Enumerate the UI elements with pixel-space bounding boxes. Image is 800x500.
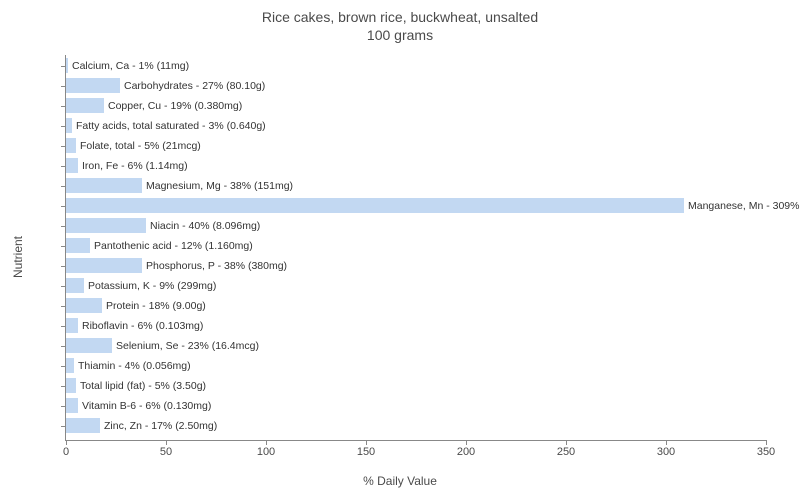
bar xyxy=(66,318,78,333)
bar-row: Folate, total - 5% (21mcg) xyxy=(66,138,201,153)
x-tick-mark xyxy=(366,440,367,445)
bar-label: Niacin - 40% (8.096mg) xyxy=(150,220,260,232)
x-tick-mark xyxy=(166,440,167,445)
bar-row: Calcium, Ca - 1% (11mg) xyxy=(66,58,189,73)
x-tick-label: 50 xyxy=(160,446,172,458)
bar-row: Riboflavin - 6% (0.103mg) xyxy=(66,318,203,333)
bar-row: Phosphorus, P - 38% (380mg) xyxy=(66,258,287,273)
bar-label: Thiamin - 4% (0.056mg) xyxy=(78,360,191,372)
bar-row: Carbohydrates - 27% (80.10g) xyxy=(66,78,265,93)
bar-row: Vitamin B-6 - 6% (0.130mg) xyxy=(66,398,211,413)
bar xyxy=(66,238,90,253)
x-tick-label: 100 xyxy=(257,446,275,458)
x-tick-label: 0 xyxy=(63,446,69,458)
bar xyxy=(66,398,78,413)
bar-row: Protein - 18% (9.00g) xyxy=(66,298,206,313)
bar-row: Manganese, Mn - 309% (6.180mg) xyxy=(66,198,800,213)
bar-row: Selenium, Se - 23% (16.4mcg) xyxy=(66,338,259,353)
bar xyxy=(66,418,100,433)
title-line-2: 100 grams xyxy=(367,27,433,43)
nutrient-chart: Rice cakes, brown rice, buckwheat, unsal… xyxy=(0,0,800,500)
bar-label: Zinc, Zn - 17% (2.50mg) xyxy=(104,420,217,432)
bar-label: Phosphorus, P - 38% (380mg) xyxy=(146,260,287,272)
bar-label: Folate, total - 5% (21mcg) xyxy=(80,140,201,152)
x-tick-mark xyxy=(666,440,667,445)
bar-label: Vitamin B-6 - 6% (0.130mg) xyxy=(82,400,211,412)
bar xyxy=(66,98,104,113)
x-tick-mark xyxy=(766,440,767,445)
bar xyxy=(66,278,84,293)
bar-label: Fatty acids, total saturated - 3% (0.640… xyxy=(76,120,266,132)
bar-row: Total lipid (fat) - 5% (3.50g) xyxy=(66,378,206,393)
y-axis-label: Nutrient xyxy=(11,236,25,278)
bar xyxy=(66,258,142,273)
bar-label: Manganese, Mn - 309% (6.180mg) xyxy=(688,200,800,212)
title-line-1: Rice cakes, brown rice, buckwheat, unsal… xyxy=(262,9,538,25)
plot-area: Calcium, Ca - 1% (11mg) Carbohydrates - 2… xyxy=(65,55,766,441)
x-tick-label: 200 xyxy=(457,446,475,458)
bar-row: Niacin - 40% (8.096mg) xyxy=(66,218,260,233)
bar-label: Selenium, Se - 23% (16.4mcg) xyxy=(116,340,259,352)
bar-row: Magnesium, Mg - 38% (151mg) xyxy=(66,178,293,193)
bar xyxy=(66,338,112,353)
x-tick-mark xyxy=(266,440,267,445)
bar-label: Magnesium, Mg - 38% (151mg) xyxy=(146,180,293,192)
bar xyxy=(66,378,76,393)
bar xyxy=(66,178,142,193)
bar xyxy=(66,138,76,153)
bar-row: Fatty acids, total saturated - 3% (0.640… xyxy=(66,118,266,133)
bar-row: Thiamin - 4% (0.056mg) xyxy=(66,358,191,373)
bar-row: Potassium, K - 9% (299mg) xyxy=(66,278,216,293)
bar-row: Zinc, Zn - 17% (2.50mg) xyxy=(66,418,217,433)
bar-label: Iron, Fe - 6% (1.14mg) xyxy=(82,160,188,172)
bar xyxy=(66,218,146,233)
bar-row: Copper, Cu - 19% (0.380mg) xyxy=(66,98,242,113)
bar-label: Total lipid (fat) - 5% (3.50g) xyxy=(80,380,206,392)
bar-label: Riboflavin - 6% (0.103mg) xyxy=(82,320,203,332)
bar xyxy=(66,158,78,173)
bar-label: Copper, Cu - 19% (0.380mg) xyxy=(108,100,242,112)
bar xyxy=(66,358,74,373)
x-tick-label: 250 xyxy=(557,446,575,458)
bar xyxy=(66,118,72,133)
chart-title: Rice cakes, brown rice, buckwheat, unsal… xyxy=(0,0,800,44)
x-tick-label: 150 xyxy=(357,446,375,458)
bar xyxy=(66,78,120,93)
bar-label: Potassium, K - 9% (299mg) xyxy=(88,280,216,292)
bar-row: Iron, Fe - 6% (1.14mg) xyxy=(66,158,188,173)
x-tick-label: 350 xyxy=(757,446,775,458)
x-tick-mark xyxy=(466,440,467,445)
x-tick-label: 300 xyxy=(657,446,675,458)
bar-label: Calcium, Ca - 1% (11mg) xyxy=(72,60,189,72)
x-tick-mark xyxy=(66,440,67,445)
bar-label: Pantothenic acid - 12% (1.160mg) xyxy=(94,240,253,252)
bar-label: Carbohydrates - 27% (80.10g) xyxy=(124,80,265,92)
bar-label: Protein - 18% (9.00g) xyxy=(106,300,206,312)
bar xyxy=(66,198,684,213)
x-tick-mark xyxy=(566,440,567,445)
bar xyxy=(66,58,68,73)
bar xyxy=(66,298,102,313)
bar-row: Pantothenic acid - 12% (1.160mg) xyxy=(66,238,253,253)
x-axis-label: % Daily Value xyxy=(363,474,437,488)
